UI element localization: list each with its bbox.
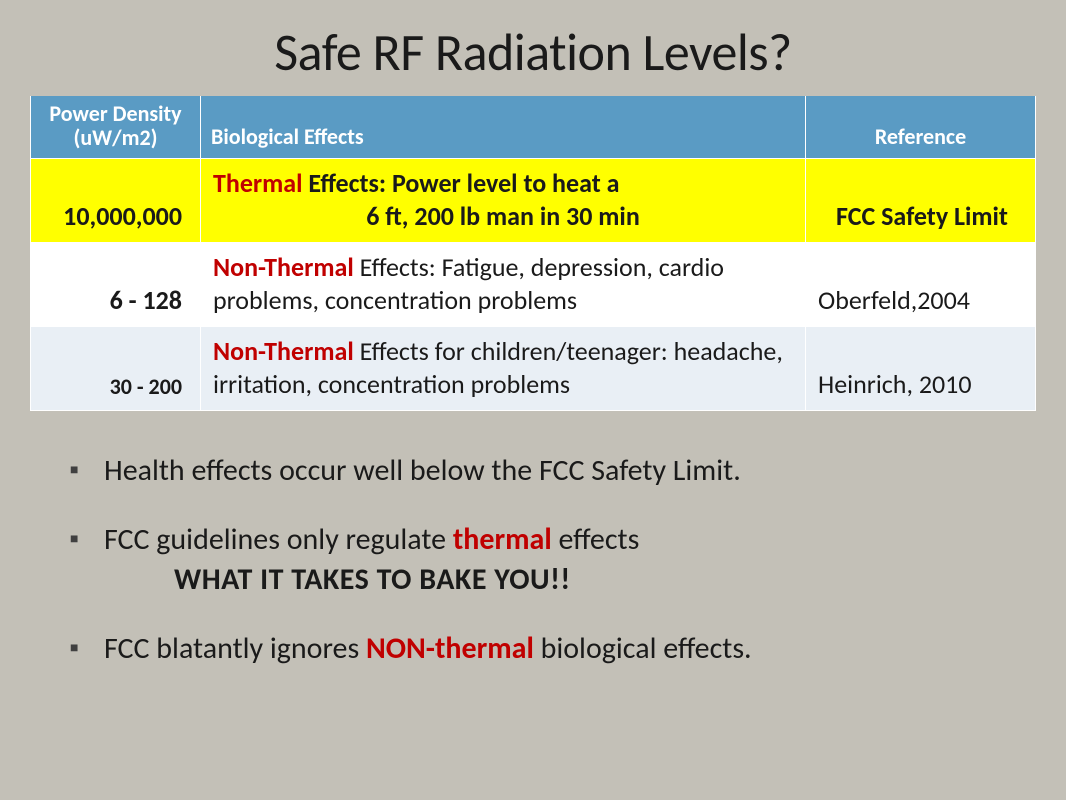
cell-power-density: 10,000,000 [31,159,201,243]
list-item: FCC guidelines only regulate thermal eff… [70,520,1016,601]
rf-effects-table: Power Density (uW/m2) Biological Effects… [30,96,1036,411]
list-item: FCC blatantly ignores NON-thermal biolog… [70,629,1016,670]
effect-type-label: Thermal [213,167,303,199]
bullet-list: Health effects occur well below the FCC … [30,441,1036,669]
table-row: 30 - 200 Non-Thermal Effects for childre… [31,327,1036,411]
slide: Safe RF Radiation Levels? Power Density … [0,0,1066,800]
cell-power-density: 30 - 200 [31,327,201,411]
list-item: Health effects occur well below the FCC … [70,451,1016,492]
bullet-text-bake: WHAT IT TAKES TO BAKE YOU!! [104,560,1016,601]
bullet-text-pre: FCC blatantly ignores [104,630,366,667]
bullet-text-post: effects [552,521,640,558]
col-header-biological-effects: Biological Effects [201,96,806,159]
effect-type-label: Non-Thermal [213,251,354,283]
cell-biological-effects: Non-Thermal Effects for children/teenage… [201,327,806,411]
cell-reference: FCC Safety Limit [806,159,1036,243]
bullet-text-pre: FCC guidelines only regulate [104,521,453,558]
col-header-power-density: Power Density (uW/m2) [31,96,201,159]
effect-type-label: Non-Thermal [213,335,354,367]
cell-biological-effects: Non-Thermal Effects: Fatigue, depression… [201,243,806,327]
effect-text-line2: 6 ft, 200 lb man in 30 min [213,200,793,233]
cell-power-density: 6 - 128 [31,243,201,327]
table-header-row: Power Density (uW/m2) Biological Effects… [31,96,1036,159]
bullet-text-post: biological effects. [534,630,752,667]
bullet-text: Health effects occur well below the FCC … [104,452,741,489]
col-header-reference: Reference [806,96,1036,159]
bullet-text-emphasis: NON-thermal [366,630,534,667]
cell-reference: Oberfeld,2004 [806,243,1036,327]
bullet-text-emphasis: thermal [453,521,552,558]
page-title: Safe RF Radiation Levels? [30,20,1036,84]
cell-reference: Heinrich, 2010 [806,327,1036,411]
table-row: 10,000,000 Thermal Effects: Power level … [31,159,1036,243]
effect-text: Effects: Power level to heat a [303,167,620,199]
cell-biological-effects: Thermal Effects: Power level to heat a 6… [201,159,806,243]
table-row: 6 - 128 Non-Thermal Effects: Fatigue, de… [31,243,1036,327]
